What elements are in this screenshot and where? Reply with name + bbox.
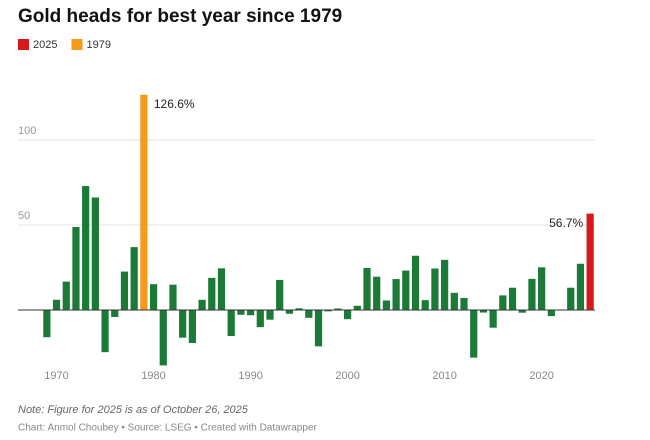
legend-label: 2025 — [33, 39, 57, 51]
bar — [441, 259, 449, 310]
bar — [179, 310, 187, 338]
bar — [460, 297, 468, 310]
x-tick-label: 1990 — [238, 370, 262, 382]
bar — [101, 310, 109, 353]
bar — [518, 310, 526, 313]
bar — [227, 310, 235, 337]
bar — [217, 268, 226, 310]
bar — [266, 310, 274, 320]
y-tick-label: 100 — [18, 125, 36, 137]
legend-swatch — [71, 39, 83, 50]
bar — [82, 186, 90, 310]
x-tick-label: 1980 — [141, 370, 165, 382]
bar — [411, 255, 420, 310]
bar — [421, 300, 429, 310]
bar — [489, 310, 497, 328]
bar — [246, 310, 255, 316]
bar — [295, 308, 303, 310]
x-tick-label: 2010 — [432, 370, 456, 382]
bar — [402, 270, 410, 310]
x-tick-label: 1970 — [44, 370, 68, 382]
bar — [508, 287, 517, 310]
bar — [237, 310, 245, 315]
x-tick-label: 2020 — [529, 370, 553, 382]
bar — [538, 267, 546, 310]
bar — [586, 213, 594, 310]
bar — [43, 310, 51, 338]
bar — [382, 300, 391, 310]
bar — [528, 278, 536, 310]
bar — [567, 287, 575, 310]
source: Chart: Anmol Choubey • Source: LSEG • Cr… — [18, 423, 317, 434]
chart-title: Gold heads for best year since 1979 — [18, 6, 342, 27]
legend-swatch — [18, 39, 29, 50]
bar — [305, 310, 313, 318]
bar — [120, 271, 129, 310]
bar — [130, 247, 138, 310]
bar — [72, 227, 80, 310]
legend: 2025 1979 — [18, 39, 111, 51]
bar — [576, 263, 585, 310]
bar — [52, 299, 61, 310]
bar — [62, 281, 70, 310]
bar — [111, 310, 119, 317]
bar — [353, 305, 361, 310]
bar — [208, 277, 216, 310]
bar — [470, 310, 478, 358]
bar — [159, 310, 167, 366]
bar — [314, 310, 323, 347]
bar — [392, 279, 400, 310]
bar — [91, 197, 99, 310]
legend-label: 1979 — [86, 39, 110, 51]
bar — [344, 310, 352, 320]
bar — [373, 276, 381, 310]
bar — [285, 310, 293, 314]
bar — [431, 268, 439, 310]
bar — [149, 284, 158, 310]
bar — [363, 268, 371, 310]
bar — [276, 279, 284, 310]
value-label: 126.6% — [154, 97, 195, 111]
bar — [198, 299, 206, 310]
bar — [188, 310, 196, 343]
bar — [547, 310, 555, 317]
bar — [169, 284, 177, 310]
note: Note: Figure for 2025 is as of October 2… — [18, 404, 249, 416]
bar — [140, 94, 148, 310]
bar — [256, 310, 264, 328]
bar — [499, 295, 507, 310]
bar — [450, 292, 458, 310]
y-tick-label: 50 — [18, 210, 30, 222]
value-label: 56.7% — [549, 216, 583, 230]
bar — [324, 310, 332, 312]
x-tick-label: 2000 — [335, 370, 359, 382]
bar — [479, 310, 488, 313]
bar — [334, 308, 342, 310]
